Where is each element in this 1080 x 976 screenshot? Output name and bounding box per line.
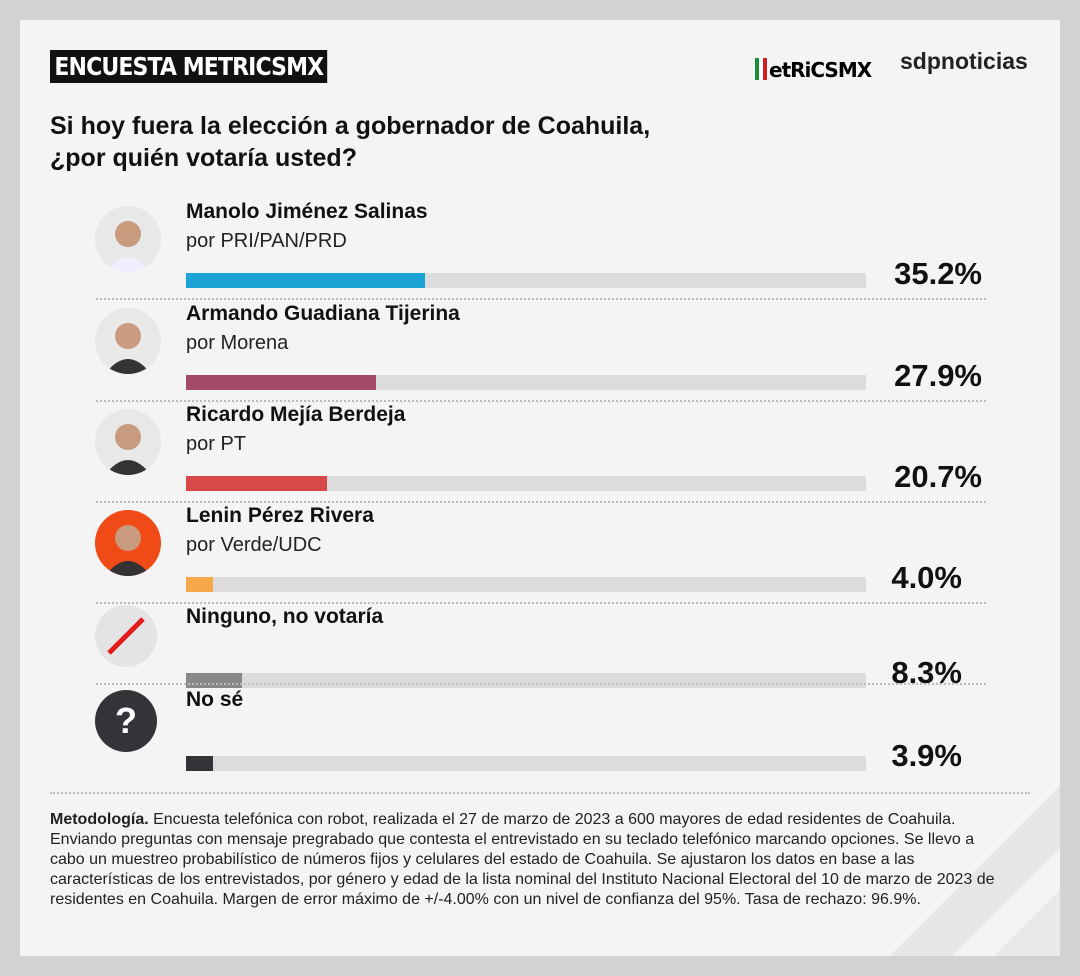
row-divider [96, 501, 986, 503]
bar-fill [186, 375, 376, 390]
candidate-name: Armando Guadiana Tijerina [186, 302, 460, 325]
poll-card: ENCUESTA METRICSMX etRiCSMX sdpnoticias … [20, 20, 1060, 956]
bar-fill [186, 476, 327, 491]
metricsmx-logo: etRiCSMX [755, 58, 872, 82]
divider [50, 792, 1030, 794]
candidate-name: Lenin Pérez Rivera [186, 504, 374, 527]
candidate-name: Ricardo Mejía Berdeja [186, 403, 406, 426]
candidate-photo [95, 308, 161, 374]
methodology-text: Metodología. Encuesta telefónica con rob… [50, 811, 995, 908]
candidate-row: ? No sé 3.9% [90, 686, 982, 786]
survey-tag: ENCUESTA METRICSMX [50, 50, 328, 83]
candidate-name: Manolo Jiménez Salinas [186, 200, 428, 223]
row-divider [96, 400, 986, 402]
candidate-row: Armando Guadiana Tijerina por Morena 27.9% [90, 300, 982, 400]
background-decoration [820, 776, 1060, 956]
candidate-name: No sé [186, 688, 244, 711]
candidate-row: Lenin Pérez Rivera por Verde/UDC 4.0% [90, 502, 982, 602]
bar-fill [186, 577, 214, 592]
candidate-party: por Morena [186, 332, 289, 354]
slash-icon [95, 605, 157, 667]
candidate-party: por PT [186, 433, 247, 455]
candidate-photo [95, 409, 161, 475]
candidate-party: por PRI/PAN/PRD [186, 230, 347, 252]
percent-label: 20.7% [894, 459, 982, 494]
candidate-photo [95, 510, 161, 576]
percent-label: 27.9% [894, 358, 982, 393]
candidate-photo [95, 206, 161, 272]
row-divider [96, 298, 986, 300]
candidate-party: por Verde/UDC [186, 534, 322, 556]
bar-track [186, 756, 866, 771]
bar-fill [186, 273, 426, 288]
bar-track [186, 476, 866, 491]
candidate-row: Ricardo Mejía Berdeja por PT 20.7% [90, 401, 982, 501]
bar-track [186, 273, 866, 288]
question-title: Si hoy fuera la elección a gobernador de… [50, 112, 651, 172]
percent-label: 3.9% [891, 738, 962, 773]
row-divider [96, 683, 986, 685]
sdpnoticias-logo: sdpnoticias [900, 48, 1028, 74]
bar-track [186, 577, 866, 592]
percent-label: 35.2% [894, 256, 982, 291]
percent-label: 4.0% [891, 560, 962, 595]
question-icon: ? [95, 690, 157, 752]
bar-track [186, 375, 866, 390]
candidate-name: Ninguno, no votaría [186, 605, 384, 628]
row-divider [96, 602, 986, 604]
bar-fill [186, 756, 213, 771]
candidate-row: Manolo Jiménez Salinas por PRI/PAN/PRD 35.… [90, 198, 982, 298]
